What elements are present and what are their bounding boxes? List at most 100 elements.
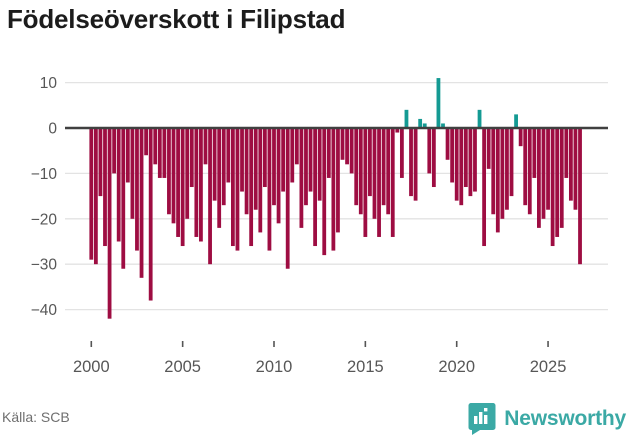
bar-2007-q4 [230, 128, 235, 247]
bar-2023-q2 [514, 114, 518, 128]
bar-2020-q3 [463, 128, 468, 188]
bar-2018-q1 [418, 118, 423, 128]
bar-2005-q1 [180, 128, 185, 247]
bar-2021-q1 [473, 128, 477, 192]
newsworthy-logo-text: Newsworthy [504, 407, 626, 430]
x-axis-label-2005: 2005 [164, 358, 201, 376]
bar-2002-q1 [125, 128, 130, 183]
bar-2024-q4 [541, 128, 546, 219]
bar-2015-q4 [377, 128, 381, 237]
bar-chart-canvas: 10 0 −10 −20 −30 −40 2000 2005 2010 2015 2020 2025 [31, 75, 608, 376]
bar-2022-q1 [491, 128, 496, 215]
bar-2007-q3 [226, 128, 231, 183]
y-axis-label-−20: −20 [31, 211, 58, 228]
bar-2000-q4 [103, 128, 107, 247]
bar-2010-q4 [285, 128, 290, 269]
y-axis-label-10: 10 [40, 75, 58, 92]
bar-2011-q4 [304, 128, 308, 206]
bar-2024-q2 [532, 128, 537, 178]
bar-2016-q3 [390, 128, 395, 237]
x-axis-label-2015: 2015 [347, 358, 384, 376]
bar-2021-q2 [477, 109, 482, 128]
bar-2026-q2 [568, 128, 573, 201]
bar-2003-q4 [157, 128, 162, 178]
newsworthy-logo[interactable]: Newsworthy [466, 402, 626, 436]
bar-2009-q2 [258, 128, 263, 233]
bar-2025-q3 [555, 128, 560, 237]
bar-2020-q1 [454, 128, 459, 201]
bar-2020-q4 [468, 128, 473, 197]
bar-2010-q2 [276, 128, 281, 224]
bar-2013-q2 [331, 128, 336, 251]
bar-2014-q2 [349, 128, 354, 174]
bar-2022-q2 [495, 128, 500, 233]
bar-2016-q1 [381, 128, 386, 206]
bar-2004-q4 [176, 128, 180, 237]
bar-2017-q2 [404, 109, 409, 128]
bar-2009-q4 [267, 128, 272, 251]
bar-2013-q4 [340, 128, 345, 160]
bar-2007-q1 [217, 128, 222, 228]
bar-2012-q1 [308, 128, 313, 192]
bar-2024-q1 [527, 128, 532, 215]
bar-2014-q3 [354, 128, 359, 206]
bar-2006-q2 [203, 128, 208, 165]
bar-2019-q2 [441, 123, 445, 128]
bar-2004-q3 [171, 128, 176, 224]
y-axis-label-−40: −40 [31, 302, 58, 319]
chart-title: Födelseöverskott i Filipstad [7, 4, 346, 34]
bar-2019-q4 [450, 128, 455, 183]
bar-2004-q1 [162, 128, 167, 178]
bar-2020-q2 [459, 128, 464, 206]
bar-2019-q3 [445, 128, 450, 160]
y-axis-label-−10: −10 [31, 166, 58, 183]
bar-2009-q1 [253, 128, 258, 210]
bar-2000-q3 [98, 128, 103, 197]
bar-2011-q1 [290, 128, 295, 183]
bar-2001-q2 [112, 128, 117, 174]
bar-2013-q3 [336, 128, 340, 233]
bar-2005-q4 [194, 128, 199, 237]
x-axis-label-2025: 2025 [530, 358, 567, 376]
bar-2002-q4 [139, 128, 144, 278]
bar-2008-q3 [244, 128, 249, 215]
bar-2000-q2 [93, 128, 98, 265]
logo-dot [484, 408, 488, 412]
bar-2017-q3 [409, 128, 413, 197]
bar-2018-q3 [427, 128, 432, 174]
bar-2012-q2 [313, 128, 318, 247]
bar-2024-q3 [537, 128, 541, 228]
bar-2017-q1 [399, 128, 404, 178]
x-axis-label-2010: 2010 [256, 358, 293, 376]
bar-2014-q4 [358, 128, 363, 215]
bar-2016-q2 [386, 128, 391, 215]
bar-2025-q1 [546, 128, 550, 210]
bar-2004-q2 [167, 128, 171, 215]
bar-2015-q3 [372, 128, 377, 219]
bar-2015-q2 [368, 128, 372, 197]
bar-2003-q2 [148, 128, 153, 301]
bar-2007-q2 [221, 128, 226, 206]
bar-2021-q3 [482, 128, 487, 247]
bar-2008-q4 [249, 128, 254, 247]
bar-2010-q1 [272, 128, 276, 206]
bar-2006-q1 [199, 128, 203, 242]
bar-2009-q3 [262, 128, 267, 188]
bar-2025-q4 [559, 128, 564, 228]
bar-2003-q3 [153, 128, 158, 165]
bar-2013-q1 [326, 128, 331, 178]
bar-2010-q3 [281, 128, 286, 192]
bar-2018-q2 [422, 123, 427, 128]
bar-2015-q1 [363, 128, 368, 237]
bar-2006-q3 [208, 128, 212, 265]
y-axis-label-−30: −30 [31, 257, 58, 274]
bar-2001-q1 [107, 128, 112, 319]
bar-2023-q3 [518, 128, 523, 147]
bar-2000-q1 [89, 128, 94, 260]
bar-2003-q1 [144, 128, 149, 156]
bar-2005-q3 [189, 128, 194, 188]
bar-2014-q1 [345, 128, 349, 165]
bar-2022-q4 [505, 128, 509, 210]
source-note: Källa: SCB [2, 409, 70, 425]
bar-2008-q2 [240, 128, 244, 192]
